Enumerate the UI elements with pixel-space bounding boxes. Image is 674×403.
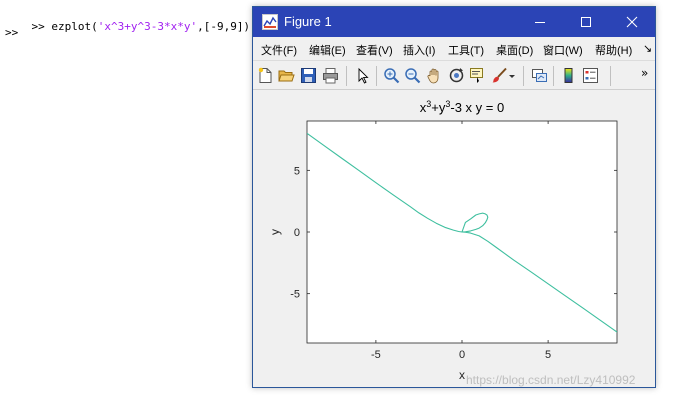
zoom-in-icon[interactable] — [383, 67, 400, 84]
save-icon[interactable] — [300, 67, 317, 84]
brush-dropdown-icon[interactable] — [508, 67, 516, 84]
data-cursor-icon[interactable] — [469, 67, 486, 84]
figure-toolbar: » — [253, 60, 655, 90]
toolbar-separator — [523, 66, 524, 86]
menu-tools[interactable]: 工具(T) — [448, 45, 485, 57]
close-icon — [626, 16, 638, 28]
x-tick-label: 0 — [459, 349, 465, 361]
pan-icon[interactable] — [426, 67, 443, 84]
toolbar-separator — [553, 66, 554, 86]
zoom-out-icon[interactable] — [404, 67, 421, 84]
title-text: -3 x y = 0 — [450, 100, 504, 115]
watermark-text: https://blog.csdn.net/Lzy410992 — [466, 373, 636, 387]
maximize-icon — [581, 17, 591, 27]
new-figure-icon[interactable] — [257, 67, 274, 84]
toolbar-separator — [346, 66, 347, 86]
menu-desktop[interactable]: 桌面(D) — [496, 45, 534, 57]
title-superscript: 3 — [445, 99, 450, 109]
colorbar-icon[interactable] — [560, 67, 577, 84]
toolbar-separator — [610, 66, 611, 86]
legend-icon[interactable] — [582, 67, 599, 84]
prompt: >> — [31, 20, 45, 33]
y-tick-label: 5 — [294, 165, 300, 177]
title-text: x — [420, 100, 427, 115]
menu-view[interactable]: 查看(V) — [356, 45, 393, 57]
command-string: 'x^3+y^3-3*x*y' — [97, 20, 198, 33]
menu-file[interactable]: 文件(F) — [261, 45, 298, 57]
command-args: ,[-9,9]) — [197, 20, 251, 33]
y-tick-label: -5 — [290, 289, 300, 301]
print-icon[interactable] — [322, 67, 339, 84]
chart-title: x3+y3-3 x y = 0 — [420, 99, 504, 115]
figure-window[interactable]: Figure 1 文件(F) 编辑(E) 查看(V) 插入(I) 工具(T) 桌… — [252, 6, 656, 388]
menu-help[interactable]: 帮助(H) — [595, 45, 633, 57]
menu-insert[interactable]: 插入(I) — [403, 45, 436, 57]
title-bar[interactable]: Figure 1 — [253, 7, 655, 37]
title-superscript: 3 — [426, 99, 431, 109]
command-line: >> ezplot('x^3+y^3-3*x*y',[-9,9]) — [5, 7, 251, 46]
title-text: +y — [431, 100, 446, 115]
prompt-line[interactable]: >> — [5, 26, 19, 39]
toolbar-overflow-icon[interactable]: » — [641, 66, 649, 80]
y-tick-label: 0 — [294, 227, 300, 239]
rotate-icon[interactable] — [448, 67, 465, 84]
open-file-icon[interactable] — [278, 67, 295, 84]
x-axis-label: x — [459, 368, 465, 382]
menu-bar: 文件(F) 编辑(E) 查看(V) 插入(I) 工具(T) 桌面(D) 窗口(W… — [253, 37, 655, 59]
x-tick-label: 5 — [545, 349, 551, 361]
x-tick-label: -5 — [371, 349, 381, 361]
y-axis-label: y — [268, 229, 282, 235]
matlab-figure-icon — [262, 14, 278, 30]
brush-icon[interactable] — [491, 67, 508, 84]
folium-curve — [307, 132, 617, 333]
window-title: Figure 1 — [284, 14, 332, 29]
command-text: ezplot( — [51, 20, 98, 33]
menu-overflow-icon[interactable]: ↘ — [643, 43, 653, 55]
menu-edit[interactable]: 编辑(E) — [309, 45, 346, 57]
pointer-icon[interactable] — [354, 67, 371, 84]
minimize-button[interactable] — [517, 7, 563, 37]
maximize-button[interactable] — [563, 7, 609, 37]
toolbar-separator — [376, 66, 377, 86]
minimize-icon — [535, 22, 545, 23]
close-button[interactable] — [609, 7, 655, 37]
link-plot-icon[interactable] — [531, 67, 548, 84]
menu-window[interactable]: 窗口(W) — [543, 45, 583, 57]
